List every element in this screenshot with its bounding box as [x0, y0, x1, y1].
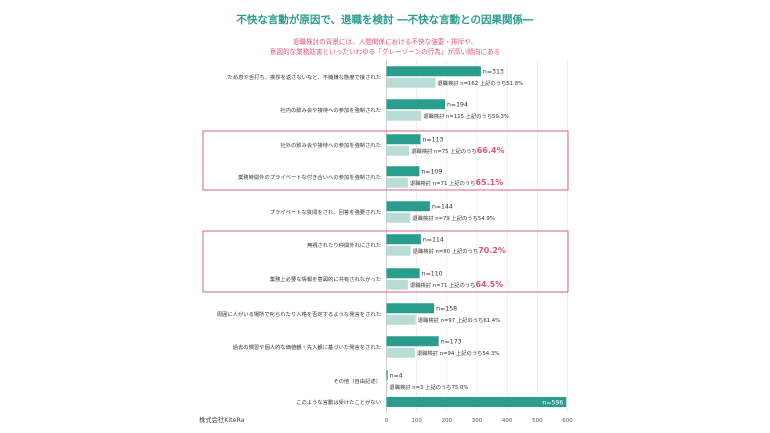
- chart-panel: 不快な言動が原因で、退職を検討 ―不快な言動との因果関係― 退職検討の背景には、人…: [193, 0, 578, 433]
- x-tick-label: 0: [385, 418, 389, 424]
- chart-subtitle-line: 意図的な業務妨害といったいわゆる「グレーゾーンの行為」が高い傾向にある: [270, 47, 500, 56]
- x-tick-label: 100: [411, 418, 422, 424]
- bar-total: [386, 99, 446, 110]
- bar-retire-label: 退職検討 n=3 上記のうち75.0%: [389, 383, 468, 391]
- bar-total-label: n=114: [423, 237, 444, 244]
- bar-total-label: n=194: [447, 102, 468, 109]
- bar-retire-label: 退職検討 n=79 上記のうち54.9%: [412, 214, 494, 222]
- bar-total-label: n=313: [483, 69, 504, 76]
- chart-title: 不快な言動が原因で、退職を検討 ―不快な言動との因果関係―: [236, 13, 534, 26]
- category-label: 無視されたり仲間外れにされた: [307, 241, 381, 249]
- bar-total: [386, 66, 481, 77]
- highlight-frame: [202, 130, 569, 191]
- category-label: 周囲に人がいる場所で叱られたり人格を否定するような発言をされた: [217, 310, 381, 318]
- x-tick-label: 500: [532, 418, 543, 424]
- bar-retire: [386, 347, 415, 358]
- bar-total-label: n=144: [432, 204, 453, 211]
- category-label: このような言動は受けたことがない: [296, 398, 381, 406]
- bar-total-label: n=109: [421, 169, 442, 176]
- bar-total: [386, 397, 567, 407]
- bar-retire-label: 退職検討 n=162 上記のうち51.8%: [437, 79, 523, 87]
- bar-retire: [386, 314, 416, 325]
- bar-total-label: n=173: [441, 339, 462, 346]
- bar-total: [386, 370, 388, 381]
- bar-total: [386, 268, 420, 279]
- bar-retire-label: 退職検討 n=71 上記のうち65.1%: [410, 178, 503, 187]
- category-label: プライベートな質問をされ、回答を強要された: [270, 208, 381, 216]
- bar-total-label: n=158: [436, 306, 457, 313]
- category-label: 社外の飲み会や接待への参加を強制された: [280, 141, 381, 149]
- bar-retire: [386, 110, 422, 121]
- bar-total-label: n=110: [422, 271, 443, 278]
- x-tick-label: 400: [502, 418, 513, 424]
- category-label: 社内の飲み会や接待への参加を強制された: [280, 106, 381, 114]
- category-label: 過去の慣習や個人的な価値観・先入観に基づいた発言をされた: [233, 343, 381, 351]
- bar-retire-label: 退職検討 n=75 上記のうち66.4%: [411, 146, 504, 155]
- bar-total: [386, 336, 439, 347]
- chart-subtitle-line: 退職検討の背景には、人間関係における不快な強要・排斥や、: [293, 37, 477, 46]
- category-label: その他（自由記述）: [333, 377, 381, 385]
- x-tick-label: 600: [562, 418, 573, 424]
- bar-retire-label: 退職検討 n=80 上記のうち70.2%: [413, 246, 506, 255]
- bar-retire-label: 退職検討 n=94 上記のうち54.3%: [417, 349, 499, 357]
- bar-retire: [386, 245, 411, 256]
- bar-retire: [386, 177, 408, 188]
- bar-retire-label: 退職検討 n=71 上記のうち64.5%: [410, 280, 503, 289]
- chart-svg: 不快な言動が原因で、退職を検討 ―不快な言動との因果関係― 退職検討の背景には、人…: [199, 13, 573, 424]
- bar-total: [386, 201, 430, 212]
- bar-retire: [386, 279, 408, 290]
- source-label: 株式会社KiteRa: [199, 415, 245, 424]
- bar-total: [386, 166, 420, 177]
- bar-retire-label: 退職検討 n=97 上記のうち61.4%: [418, 316, 500, 324]
- bar-retire-label: 退職検討 n=115 上記のうち59.3%: [423, 112, 509, 120]
- bar-retire: [386, 77, 436, 88]
- bar-total: [386, 303, 435, 314]
- bar-total: [386, 134, 421, 145]
- category-label: 業務上必要な情報を意図的に共有されなかった: [270, 275, 381, 283]
- bar-retire: [386, 212, 411, 223]
- bar-total-label: n=4: [390, 373, 403, 380]
- highlight-frame: [202, 230, 569, 293]
- bar-retire: [386, 381, 388, 392]
- bar-total: [386, 234, 421, 245]
- x-tick-label: 200: [442, 418, 453, 424]
- bar-retire: [386, 145, 410, 156]
- bar-total-label: n=113: [423, 137, 444, 144]
- x-tick-label: 300: [472, 418, 483, 424]
- category-label: ため息や舌打ち、挨拶を返さないなど、不機嫌な態度で接された: [228, 73, 381, 81]
- category-label: 業務時間外のプライベートな付き合いへの参加を強制された: [238, 173, 381, 181]
- bar-total-label: n=596: [542, 399, 563, 406]
